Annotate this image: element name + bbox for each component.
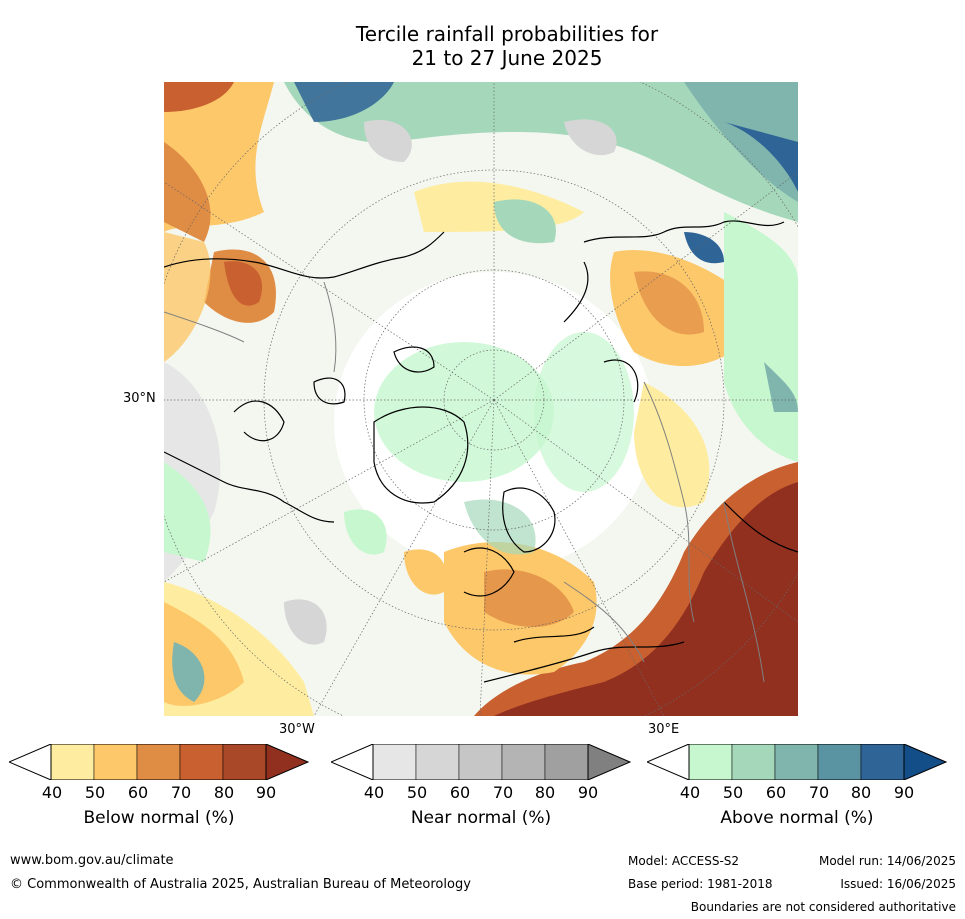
website-link[interactable]: www.bom.gov.au/climate: [10, 853, 174, 868]
copyright-notice: © Commonwealth of Australia 2025, Austra…: [10, 877, 471, 892]
colorbar-near-swatch-40: [372, 744, 417, 780]
title-line-1: Tercile rainfall probabilities for: [355, 22, 659, 46]
colorbar-near-swatch-50: [415, 744, 460, 780]
colorbar-near-swatch-80: [544, 744, 589, 780]
colorbar-near-swatch-70: [501, 744, 546, 780]
colorbar-near-label: Near normal (%): [410, 808, 552, 828]
tick-label: 40: [41, 783, 63, 802]
colorbar-near-extend-high: [587, 744, 631, 780]
chart-title: Tercile rainfall probabilities for 21 to…: [0, 22, 965, 70]
tick-label: 50: [722, 783, 744, 802]
colorbar-above-swatch-80: [860, 744, 905, 780]
tick-label: 80: [213, 783, 235, 802]
coastlines: [164, 220, 798, 683]
colorbar-below-swatch-70: [179, 744, 224, 780]
colorbar-near-swatch-60: [458, 744, 503, 780]
colorbar-below-extend-low: [9, 744, 52, 780]
colorbar-below-swatch-50: [93, 744, 138, 780]
model-run-date: Model run: 14/06/2025: [818, 854, 956, 868]
colorbar-above-extend-high: [903, 744, 947, 780]
colorbar-above-label: Above normal (%): [720, 808, 874, 828]
colorbar-below-swatch-60: [136, 744, 181, 780]
colorbar-above-swatch-50: [731, 744, 776, 780]
tick-label: 50: [84, 783, 106, 802]
rainfall-probability-map: [164, 82, 798, 716]
graticule: [164, 82, 798, 716]
colorbar-above-swatch-40: [688, 744, 733, 780]
tick-label: 80: [534, 783, 556, 802]
colorbar-below-swatch-40: [50, 744, 95, 780]
longitude-label-30e: 30°E: [648, 722, 680, 737]
tick-label: 80: [850, 783, 872, 802]
country-boundaries: [164, 281, 765, 683]
tick-label: 70: [808, 783, 830, 802]
colorbar-above-swatch-60: [774, 744, 819, 780]
colorbar-above-extend-low: [647, 744, 690, 780]
tick-label: 60: [127, 783, 149, 802]
base-period: Base period: 1981-2018: [628, 877, 773, 891]
colorbar-near-extend-low: [331, 744, 374, 780]
issued-date: Issued: 16/06/2025: [840, 877, 956, 891]
colorbar-above-swatch-70: [817, 744, 862, 780]
boundaries-disclaimer: Boundaries are not considered authoritat…: [690, 900, 956, 914]
colorbar-below-label: Below normal (%): [83, 808, 235, 828]
title-line-2: 21 to 27 June 2025: [411, 46, 603, 70]
colorbar-below-swatch-80: [222, 744, 267, 780]
colorbar-below-extend-high: [265, 744, 309, 780]
colorbar-below-normal: [9, 744, 309, 780]
tick-label: 50: [406, 783, 428, 802]
model-name: Model: ACCESS-S2: [628, 854, 740, 868]
latitude-label-30n: 30°N: [123, 391, 156, 406]
tick-label: 40: [363, 783, 385, 802]
tick-label: 60: [765, 783, 787, 802]
tick-label: 90: [577, 783, 599, 802]
colorbar-above-normal: [647, 744, 947, 780]
tick-label: 40: [679, 783, 701, 802]
tick-label: 60: [449, 783, 471, 802]
colorbar-near-normal: [331, 744, 631, 780]
longitude-label-30w: 30°W: [279, 722, 315, 737]
tick-label: 90: [893, 783, 915, 802]
tick-label: 90: [255, 783, 277, 802]
tick-label: 70: [492, 783, 514, 802]
tick-label: 70: [170, 783, 192, 802]
